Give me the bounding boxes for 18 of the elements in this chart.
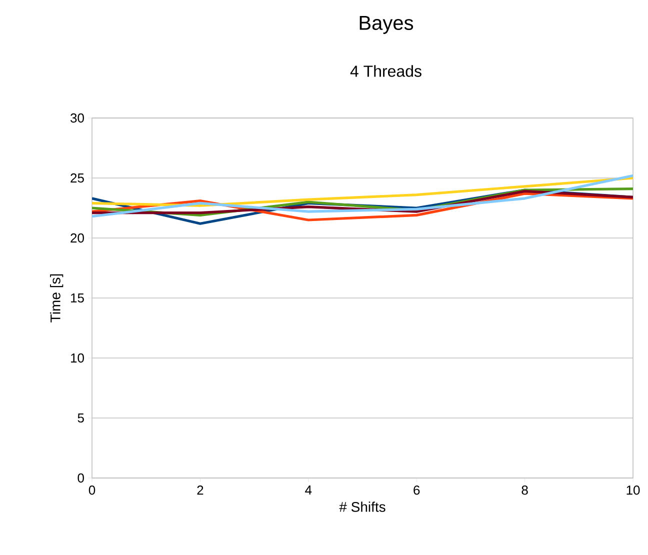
y-axis-title: Time [s] xyxy=(50,274,64,322)
x-tick-label: 4 xyxy=(305,486,312,494)
chart-title: Bayes xyxy=(360,16,414,34)
line-series xyxy=(92,174,634,218)
x-tick-label: 10 xyxy=(626,486,640,495)
y-tick-label: 30 xyxy=(70,113,84,123)
x-tick-label: 8 xyxy=(522,486,528,495)
x-axis-title: # Shifts xyxy=(339,502,386,512)
x-tick-label: 6 xyxy=(414,486,420,495)
y-tick-label: 15 xyxy=(70,293,84,303)
x-tick-label: 0 xyxy=(88,486,96,495)
y-tick-label: 10 xyxy=(70,353,84,363)
y-tick-label: 20 xyxy=(70,233,84,243)
chart-subtitle: 4 Threads xyxy=(350,65,422,77)
y-tick-label: 25 xyxy=(70,173,84,183)
y-tick-label: 5 xyxy=(78,413,84,423)
x-tick-label: 2 xyxy=(197,486,204,495)
y-tick-label: 0 xyxy=(78,473,84,483)
